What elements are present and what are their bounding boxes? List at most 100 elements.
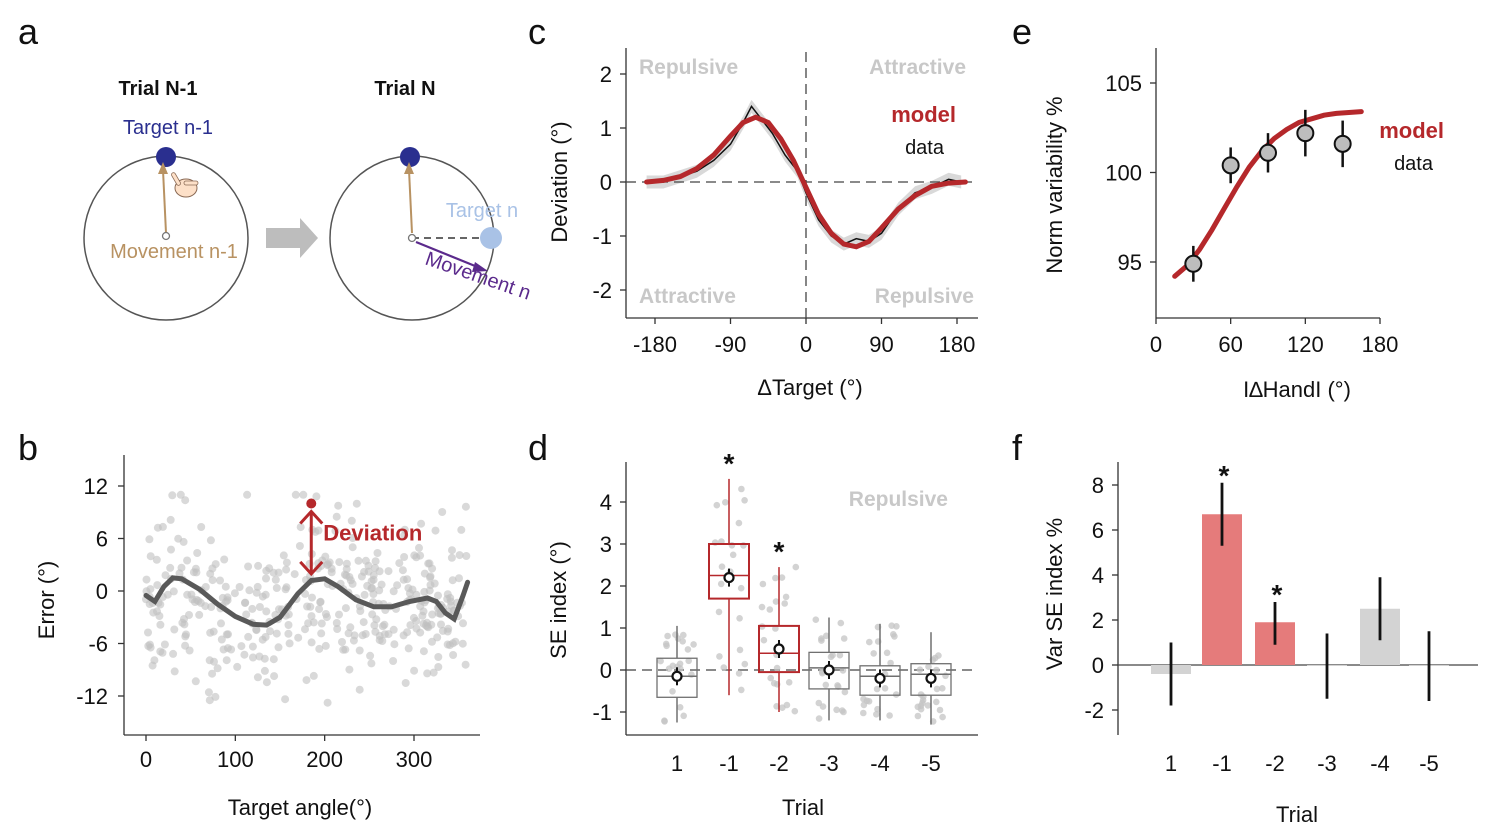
b-scatter-point: [248, 604, 257, 613]
b-scatter-point: [405, 589, 414, 598]
movement-curr-arrow: [415, 240, 481, 270]
b-scatter-point: [272, 584, 281, 592]
d-data-point: [715, 608, 723, 616]
b-scatter-point: [437, 620, 445, 629]
b-scatter-point: [219, 645, 228, 654]
b-deviation-label: Deviation: [323, 521, 422, 546]
d-y-tick-label: 3: [600, 532, 612, 557]
b-scatter-point: [169, 649, 178, 658]
d-data-point: [717, 580, 725, 588]
b-scatter-point: [461, 502, 470, 511]
b-scatter-point: [372, 615, 381, 624]
b-scatter-point: [244, 562, 253, 571]
d-data-point: [822, 681, 830, 689]
panel-letter-d: d: [528, 427, 548, 468]
b-scatter-point: [153, 581, 162, 590]
b-scatter-point: [338, 638, 346, 646]
b-scatter-point: [317, 629, 326, 638]
d-data-point: [736, 615, 743, 622]
b-scatter-point: [312, 492, 321, 501]
b-scatter-point: [204, 688, 213, 697]
b-scatter-point: [401, 679, 410, 687]
f-significance-star: *: [1272, 579, 1283, 610]
b-scatter-point: [333, 625, 342, 633]
d-data-point: [760, 636, 768, 644]
d-data-point: [939, 713, 946, 721]
b-scatter-point: [156, 620, 165, 629]
b-scatter-point: [174, 534, 183, 543]
b-scatter-point: [364, 567, 373, 576]
b-scatter-point: [395, 559, 404, 568]
b-scatter-point: [284, 629, 293, 638]
panel-letter-a: a: [18, 11, 39, 52]
b-scatter-point: [410, 666, 419, 675]
target-curr-label: Target n: [446, 200, 518, 222]
d-x-tick-label: 1: [671, 751, 683, 776]
b-scatter-point: [404, 644, 413, 653]
d-data-point: [933, 685, 941, 693]
b-scatter-point: [350, 631, 359, 640]
b-scatter-point: [332, 512, 341, 521]
d-box: [656, 657, 698, 698]
d-data-point: [741, 497, 748, 504]
b-scatter-point: [146, 552, 155, 561]
d-x-tick-label: -4: [870, 751, 890, 776]
b-scatter-point: [399, 575, 408, 584]
b-scatter-point: [341, 604, 350, 613]
d-boxes: **: [656, 448, 952, 725]
e-x-tick-label: 120: [1287, 332, 1324, 357]
b-scatter-point: [449, 651, 458, 659]
c-x-tick-label: 90: [869, 332, 893, 357]
e-y-axis-label: Norm variability %: [1042, 96, 1067, 273]
b-scatter-point: [175, 569, 184, 578]
b-scatter-point: [193, 549, 202, 557]
d-data-point: [779, 704, 786, 711]
b-scatter-point: [296, 523, 305, 532]
panel-letter-f: f: [1012, 427, 1023, 468]
d-x-tick-label: -5: [921, 751, 941, 776]
b-scatter-point: [166, 563, 175, 572]
b-scatter-point: [403, 628, 412, 637]
d-ticks: 1 -1 -2 -3 -4 -5 4 3 2 1 0 -1: [592, 490, 940, 776]
b-scatter-point: [181, 496, 190, 505]
d-data-point: [891, 633, 898, 640]
b-scatter-point: [224, 630, 232, 639]
panel-e-chart: 0 60 120 180 105 100 95 model data I∆HandI (°)…: [1042, 48, 1444, 402]
b-scatter-point: [191, 677, 200, 686]
b-scatter-point: [348, 579, 357, 588]
f-y-tick-label: 0: [1092, 653, 1104, 678]
b-scatter-point: [262, 678, 271, 687]
b-scatter-point: [265, 564, 274, 573]
e-y-tick-label: 95: [1118, 250, 1142, 275]
movement-curr-label: Movement n: [422, 248, 533, 305]
d-data-point: [662, 640, 670, 648]
d-significance-star: *: [774, 536, 785, 567]
b-scatter-point: [252, 588, 261, 597]
b-scatter-point: [244, 632, 253, 641]
b-scatter-point: [254, 561, 263, 570]
b-scatter-point: [176, 490, 185, 499]
b-scatter-point: [315, 644, 324, 653]
e-data-point: [1184, 254, 1203, 273]
c-y-tick-label: 2: [600, 62, 612, 87]
d-data-point: [812, 616, 820, 623]
f-y-tick-label: 8: [1092, 473, 1104, 498]
panel-b-chart: Deviation 0 100 200 300 12 6 0 -6 -12 Target ang…: [34, 455, 480, 820]
b-scatter-point: [443, 627, 452, 636]
b-scatter-point: [255, 603, 264, 611]
d-data-point: [914, 712, 922, 720]
d-data-point: [741, 660, 749, 668]
f-y-tick-label: -2: [1084, 698, 1104, 723]
trial-curr-title: Trial N: [374, 78, 435, 100]
d-y-tick-label: 1: [600, 616, 612, 641]
b-scatter-point: [459, 619, 467, 628]
b-scatter-point: [144, 628, 152, 637]
b-scatter-point: [291, 490, 300, 499]
b-scatter-point: [434, 609, 443, 618]
e-data-point: [1221, 156, 1240, 175]
b-scatter-point: [223, 596, 232, 605]
b-scatter-point: [322, 613, 331, 622]
b-scatter-point: [145, 535, 154, 544]
b-scatter-point: [428, 610, 437, 619]
c-region-bottom-right: Repulsive: [875, 285, 974, 308]
